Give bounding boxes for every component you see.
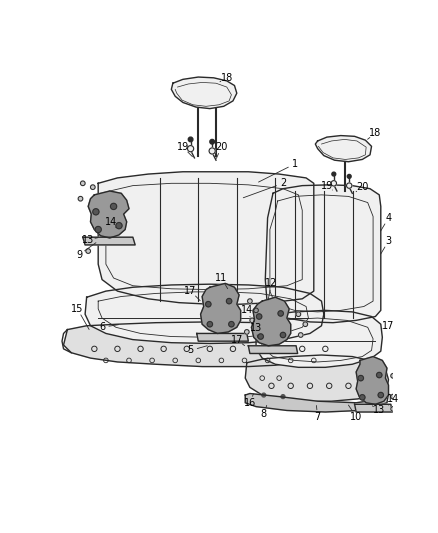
Circle shape bbox=[210, 140, 215, 144]
Polygon shape bbox=[315, 135, 371, 161]
Text: 20: 20 bbox=[215, 142, 228, 152]
Text: 4: 4 bbox=[385, 213, 392, 223]
Text: 18: 18 bbox=[369, 128, 381, 138]
Circle shape bbox=[86, 249, 91, 253]
Circle shape bbox=[95, 227, 101, 232]
Circle shape bbox=[205, 302, 211, 307]
Circle shape bbox=[229, 321, 234, 327]
Circle shape bbox=[346, 183, 352, 188]
Polygon shape bbox=[355, 405, 392, 412]
Text: 8: 8 bbox=[261, 409, 267, 419]
Circle shape bbox=[110, 203, 117, 209]
Circle shape bbox=[91, 185, 95, 189]
Circle shape bbox=[226, 298, 232, 304]
Circle shape bbox=[250, 318, 254, 322]
Text: 12: 12 bbox=[265, 278, 278, 288]
Text: 14: 14 bbox=[240, 305, 253, 316]
Circle shape bbox=[188, 137, 193, 142]
Circle shape bbox=[347, 174, 351, 179]
Circle shape bbox=[331, 181, 336, 186]
Circle shape bbox=[396, 384, 400, 388]
Circle shape bbox=[187, 146, 194, 152]
Circle shape bbox=[262, 393, 266, 397]
Text: 17: 17 bbox=[184, 286, 197, 296]
Text: 1: 1 bbox=[291, 159, 297, 169]
Text: 13: 13 bbox=[82, 235, 94, 245]
Polygon shape bbox=[248, 346, 298, 353]
Circle shape bbox=[244, 329, 249, 334]
Circle shape bbox=[391, 374, 396, 378]
Text: 19: 19 bbox=[177, 142, 189, 152]
Polygon shape bbox=[64, 322, 339, 367]
Circle shape bbox=[258, 334, 263, 339]
Circle shape bbox=[116, 223, 122, 229]
Circle shape bbox=[254, 308, 258, 313]
Polygon shape bbox=[265, 185, 381, 322]
Text: 17: 17 bbox=[382, 321, 395, 331]
Circle shape bbox=[391, 394, 396, 399]
Text: 18: 18 bbox=[221, 73, 233, 83]
Circle shape bbox=[360, 394, 365, 400]
Text: 13: 13 bbox=[373, 406, 385, 415]
Circle shape bbox=[303, 322, 307, 327]
Text: 16: 16 bbox=[244, 398, 256, 408]
Polygon shape bbox=[251, 297, 291, 346]
Circle shape bbox=[209, 148, 215, 154]
Circle shape bbox=[280, 332, 286, 338]
Polygon shape bbox=[197, 334, 248, 341]
Text: 2: 2 bbox=[280, 179, 286, 188]
Circle shape bbox=[256, 314, 262, 319]
Text: 20: 20 bbox=[356, 182, 368, 192]
Text: 13: 13 bbox=[250, 323, 262, 333]
Circle shape bbox=[377, 373, 382, 378]
Polygon shape bbox=[98, 172, 314, 304]
Text: 14: 14 bbox=[387, 394, 399, 404]
Text: 5: 5 bbox=[187, 345, 194, 356]
Text: 11: 11 bbox=[215, 273, 227, 283]
Circle shape bbox=[278, 311, 283, 316]
Circle shape bbox=[391, 407, 396, 411]
Circle shape bbox=[358, 375, 364, 381]
Text: 15: 15 bbox=[71, 304, 84, 314]
Circle shape bbox=[78, 196, 83, 201]
Text: 6: 6 bbox=[99, 322, 105, 332]
Polygon shape bbox=[83, 237, 135, 245]
Text: 14: 14 bbox=[105, 217, 117, 227]
Circle shape bbox=[296, 312, 301, 317]
Circle shape bbox=[207, 321, 212, 327]
Circle shape bbox=[298, 333, 303, 337]
Text: 10: 10 bbox=[350, 411, 362, 422]
Text: 7: 7 bbox=[314, 411, 321, 422]
Circle shape bbox=[332, 172, 336, 176]
Text: 3: 3 bbox=[385, 236, 392, 246]
Circle shape bbox=[378, 392, 384, 398]
Circle shape bbox=[81, 181, 85, 185]
Polygon shape bbox=[256, 310, 382, 367]
Circle shape bbox=[281, 394, 285, 399]
Circle shape bbox=[247, 299, 252, 303]
Polygon shape bbox=[245, 355, 389, 401]
Text: 17: 17 bbox=[231, 335, 243, 345]
Text: 9: 9 bbox=[76, 250, 82, 260]
Circle shape bbox=[93, 209, 99, 215]
Polygon shape bbox=[356, 357, 389, 405]
Polygon shape bbox=[88, 191, 129, 238]
Text: 19: 19 bbox=[321, 181, 333, 191]
Polygon shape bbox=[171, 77, 237, 109]
Polygon shape bbox=[201, 284, 240, 334]
Polygon shape bbox=[85, 284, 324, 343]
Polygon shape bbox=[245, 393, 389, 412]
